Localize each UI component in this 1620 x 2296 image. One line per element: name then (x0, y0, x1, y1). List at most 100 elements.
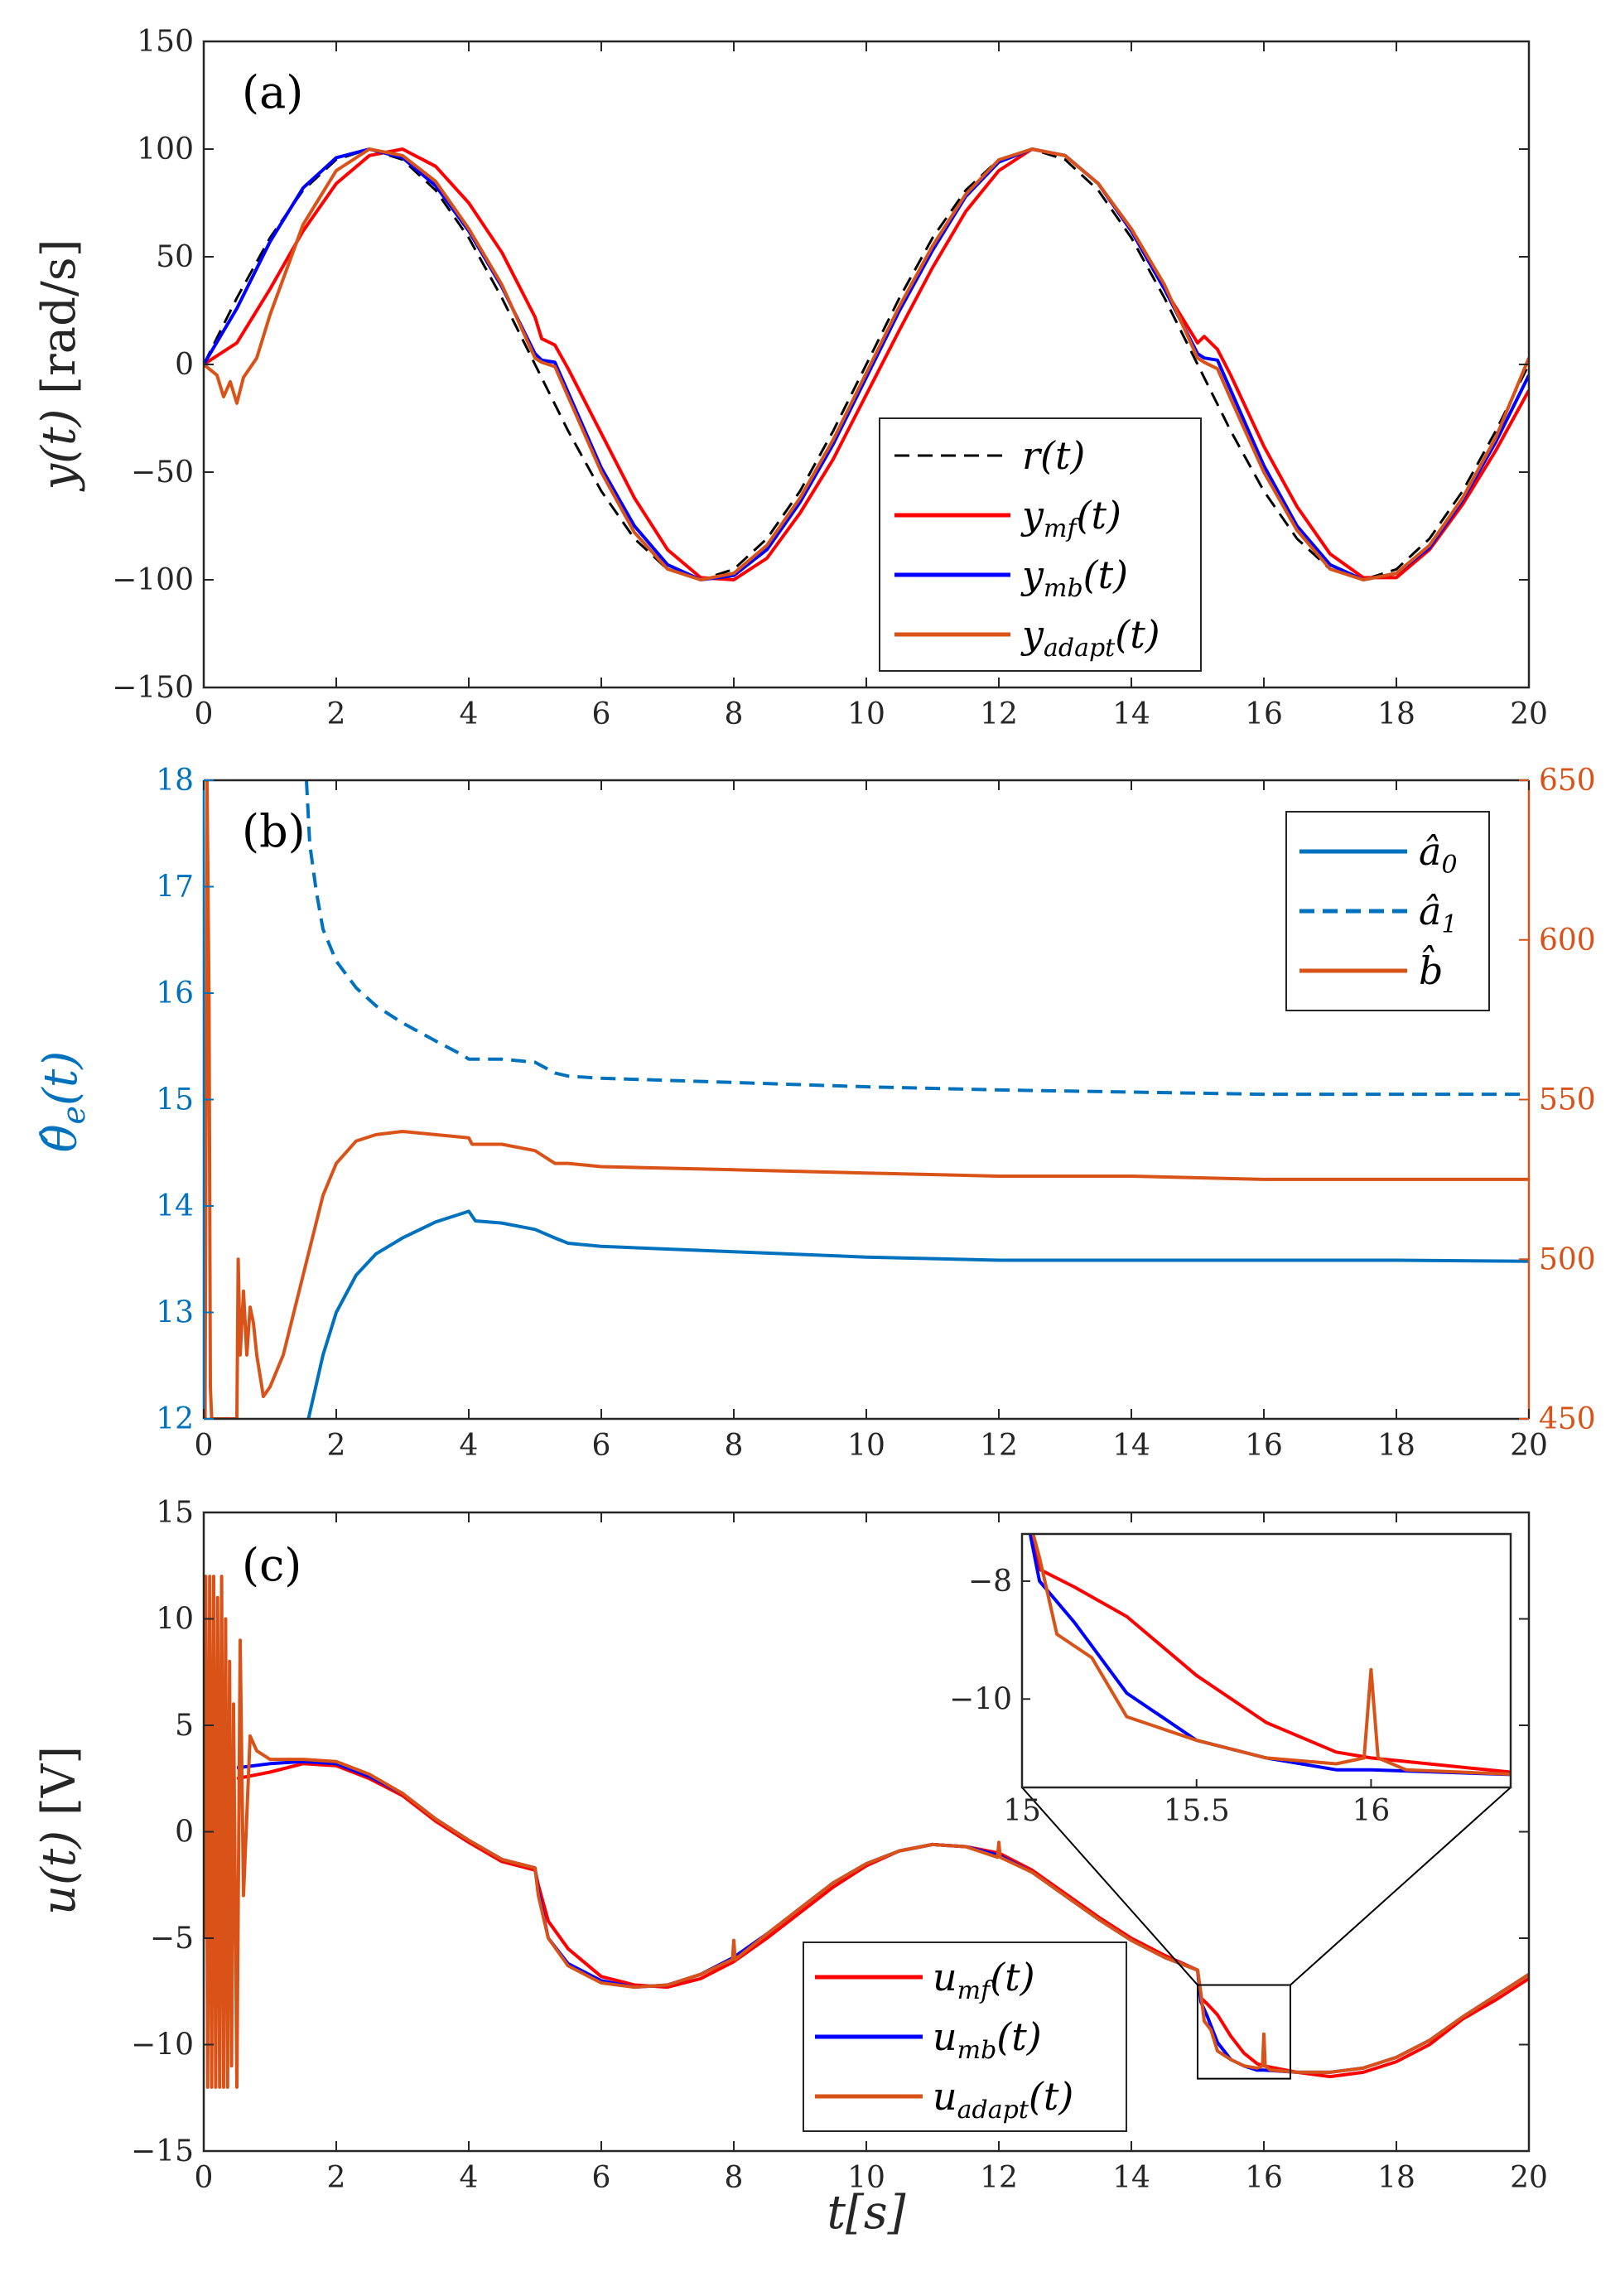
legend-arg: (t) (990, 1955, 1034, 1999)
inset-ytick-label: −8 (968, 1565, 1012, 1599)
legend-sub: mb (1044, 574, 1083, 603)
series-line-3 (204, 147, 1529, 581)
legend-sub: adapt (1044, 634, 1116, 663)
c-ytick-label: 5 (175, 1709, 194, 1743)
y-axis-label-unit: [V] (32, 1746, 86, 1816)
legend-arg: (t) (1115, 612, 1160, 657)
series-line-0 (204, 147, 1529, 581)
y-axis-label-main: y(t) (32, 394, 86, 493)
x-axis-label-main: t (827, 2186, 846, 2240)
legend-b: â0 â1 b̂ (1285, 811, 1490, 1011)
panel-label-a: (a) (242, 66, 303, 118)
legend-label-0: â0 (1419, 829, 1458, 880)
y-axis-label-c: u(t) [V] (32, 1746, 86, 1915)
inset-xtick-label: 15 (1003, 1794, 1041, 1828)
series-line-0 (306, 1209, 1529, 1419)
legend-base: u (933, 2014, 957, 2059)
legend-base: r (1022, 433, 1043, 478)
a-ytick-label: −150 (112, 671, 194, 705)
b-left-ytick-label: 12 (156, 1402, 194, 1436)
a-xtick-label: 6 (592, 697, 611, 731)
b-xtick-label: 16 (1245, 1429, 1283, 1463)
legend-label-1: â1 (1419, 889, 1458, 939)
c-ytick-label: −10 (131, 2028, 194, 2062)
a-xtick-label: 18 (1377, 697, 1415, 731)
a-xtick-label: 4 (460, 697, 479, 731)
series-line-2 (204, 1575, 1529, 2089)
b-left-ytick-label: 17 (156, 871, 194, 904)
a-xtick-label: 20 (1510, 697, 1548, 731)
b-xtick-label: 8 (725, 1429, 744, 1463)
c-xtick-label: 18 (1377, 2161, 1415, 2195)
c-xtick-label: 6 (592, 2161, 611, 2195)
b-right-ytick-label: 600 (1539, 924, 1596, 957)
zoom-connector-left (1021, 1787, 1198, 1986)
a-xtick-label: 0 (195, 697, 214, 731)
legend-label-0: r(t) (1022, 433, 1085, 478)
b-right-ytick-label: 450 (1539, 1402, 1596, 1436)
legend-box-c (803, 1941, 1127, 2132)
legend-base: y (1020, 612, 1044, 657)
a-ytick-label: −100 (112, 563, 194, 597)
c-ytick-label: −5 (150, 1922, 194, 1956)
a-xtick-label: 2 (327, 697, 346, 731)
inset-xtick-label: 15.5 (1164, 1794, 1230, 1828)
c-ytick-label: 15 (156, 1496, 194, 1530)
legend-label-3: yadapt(t) (1020, 612, 1160, 663)
series-line-1 (305, 780, 1529, 1097)
series-line-2 (204, 780, 1529, 1419)
legend-sub: mf (1044, 514, 1080, 543)
legend-arg: (t) (1029, 2074, 1073, 2119)
y-axis-label-main: θ̂ (34, 1124, 88, 1152)
series-line-2 (204, 147, 1529, 581)
legend-label-1: ymf(t) (1020, 493, 1121, 543)
legend-box-b (1285, 811, 1490, 1011)
x-axis-label-unit: [s] (846, 2186, 906, 2240)
b-left-ytick-label: 15 (156, 1083, 194, 1117)
y-axis-label-arg: (t) (34, 1051, 88, 1106)
zoom-box (1197, 1984, 1291, 2080)
legend-base: y (1020, 493, 1044, 538)
y-axis-label-a: y(t) [rad/s] (32, 239, 86, 493)
legend-sub: 0 (1441, 851, 1457, 880)
c-xtick-label: 8 (725, 2161, 744, 2195)
inset-xtick-label: 16 (1352, 1794, 1391, 1828)
panel-label-c: (c) (242, 1539, 301, 1591)
b-xtick-label: 10 (847, 1429, 885, 1463)
series-line-inset-2 (1031, 1534, 1511, 1777)
legend-label-0: umf(t) (933, 1955, 1035, 2005)
y-axis-label-unit: [rad/s] (32, 239, 86, 394)
a-xtick-label: 16 (1245, 697, 1283, 731)
legend-sub: 1 (1441, 910, 1457, 939)
b-left-ytick-label: 13 (156, 1296, 194, 1330)
b-xtick-label: 2 (327, 1429, 346, 1463)
a-ytick-label: 100 (137, 133, 194, 166)
c-ytick-label: 0 (175, 1816, 194, 1850)
a-xtick-label: 10 (847, 697, 885, 731)
panel-label-b: (b) (242, 805, 306, 857)
legend-base: u (933, 1955, 957, 1999)
legend-sub: mf (957, 1976, 994, 2005)
series-line-inset-0 (1029, 1534, 1511, 1774)
c-ytick-label: 10 (156, 1603, 194, 1637)
c-ytick-label: −15 (131, 2134, 194, 2168)
legend-sub: adapt (957, 2096, 1029, 2125)
legend-label-2: b̂ (1419, 944, 1443, 993)
a-ytick-label: −50 (131, 456, 194, 490)
c-xtick-label: 10 (847, 2161, 885, 2195)
b-xtick-label: 14 (1112, 1429, 1150, 1463)
c-xtick-label: 12 (980, 2161, 1018, 2195)
legend-label-2: ymb(t) (1020, 552, 1128, 603)
a-ytick-label: 150 (137, 25, 194, 59)
a-xtick-label: 14 (1112, 697, 1150, 731)
legend-box-a (879, 417, 1202, 672)
b-xtick-label: 6 (592, 1429, 611, 1463)
legend-sub: mb (957, 2036, 997, 2065)
x-axis-label-c: t[s] (827, 2186, 906, 2240)
a-ytick-label: 50 (156, 240, 194, 274)
legend-arg: (t) (996, 2014, 1041, 2059)
b-right-ytick-label: 650 (1539, 764, 1596, 798)
legend-base: b (1419, 944, 1443, 993)
c-xtick-label: 20 (1510, 2161, 1548, 2195)
legend-base: â (1419, 889, 1441, 933)
